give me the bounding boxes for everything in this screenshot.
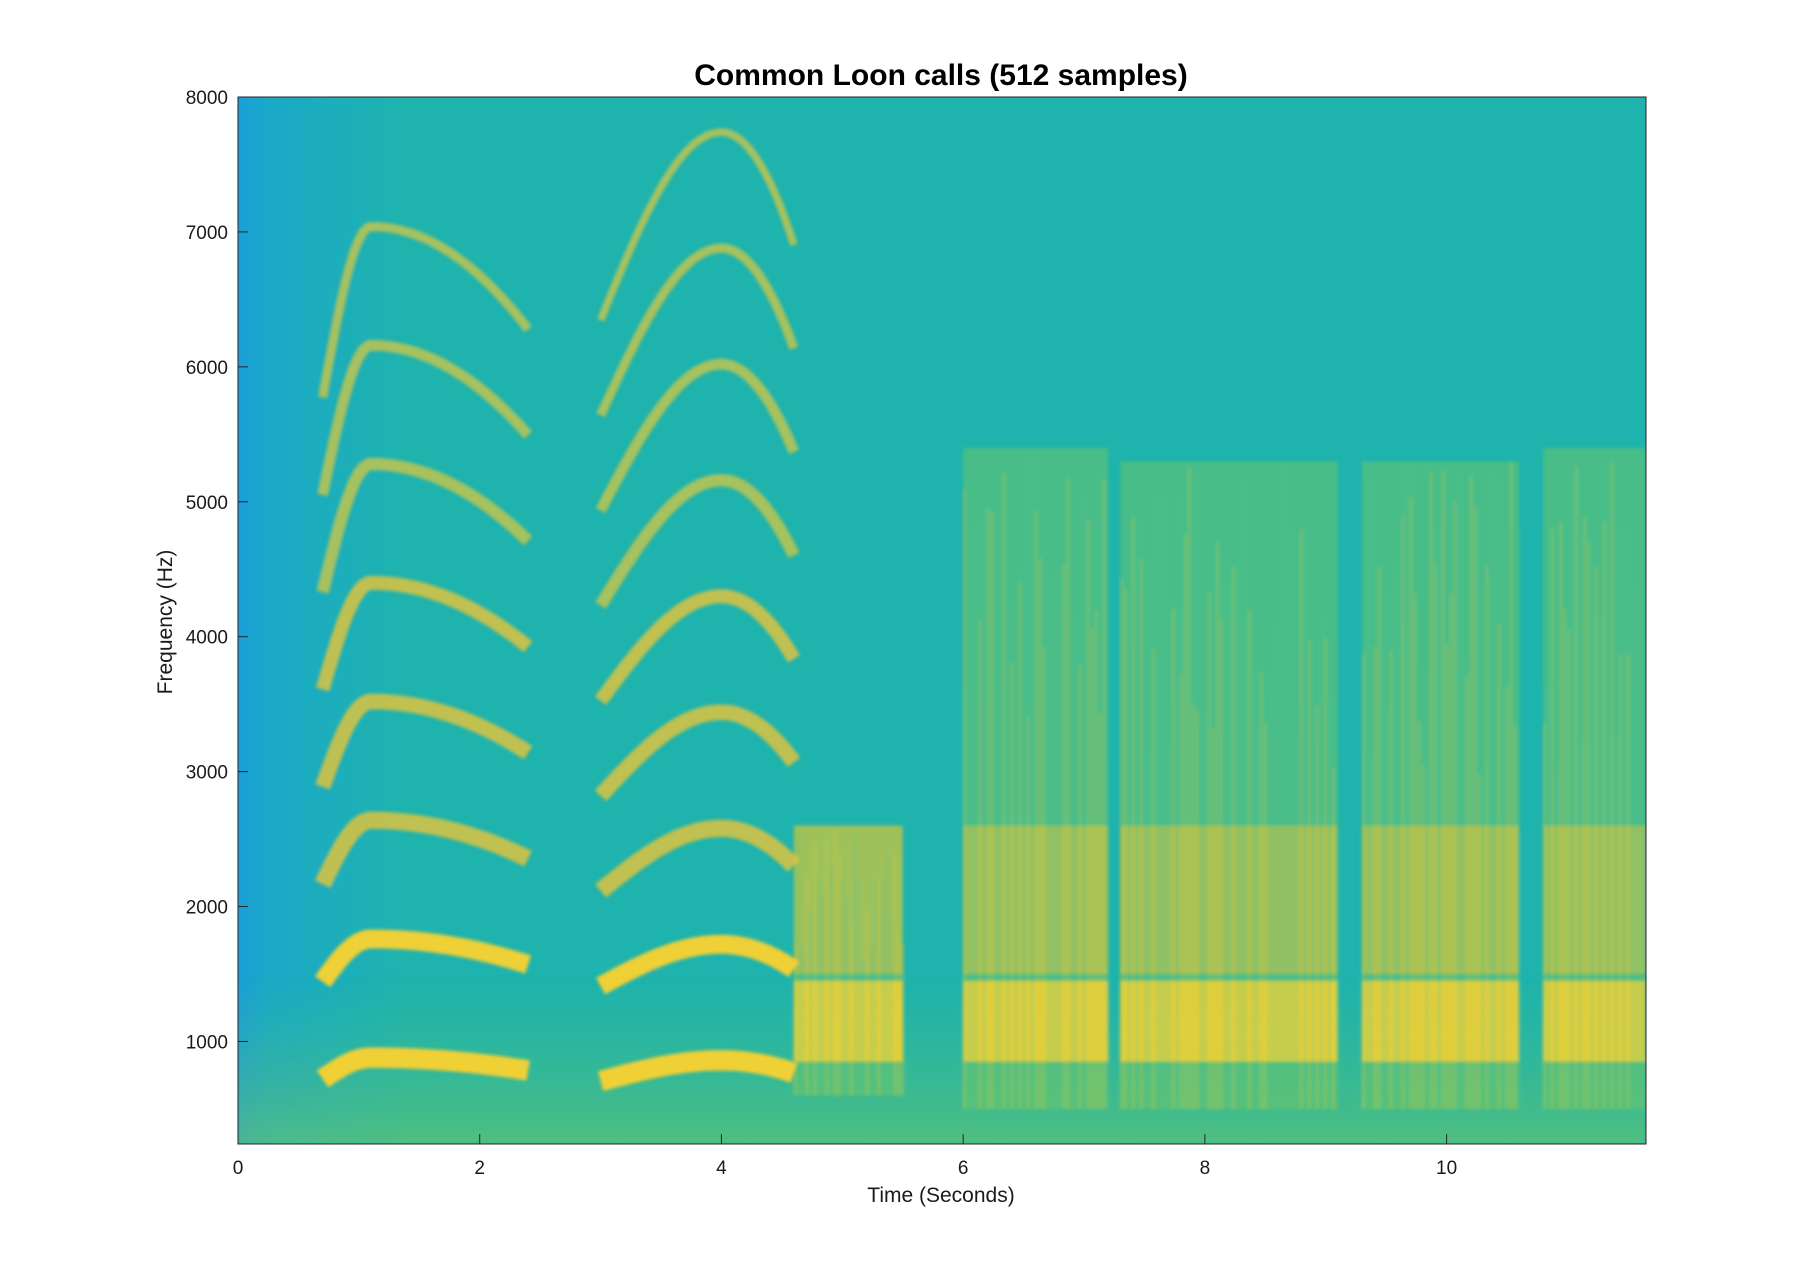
broadband-calls (238, 447, 1646, 1144)
plot-area (238, 97, 1646, 1144)
harmonic-band (315, 693, 533, 790)
harmonic-band (595, 473, 800, 609)
broadband-call (963, 447, 1110, 1109)
x-tick-label: 8 (1200, 1158, 1211, 1179)
harmonic-band (594, 589, 800, 705)
broadband-call (793, 825, 904, 1096)
plot-frame (237, 96, 1647, 1145)
y-tick-label: 8000 (186, 88, 228, 109)
harmonic-band (314, 929, 532, 988)
y-tick-label: 4000 (186, 628, 228, 649)
x-axis-label: Time (Seconds) (867, 1184, 1014, 1207)
y-axis: 1000 2000 3000 4000 5000 6000 7000 8000 (186, 88, 248, 1053)
x-tick-label: 10 (1436, 1158, 1457, 1179)
harmonic-band (597, 128, 798, 322)
x-tick-label: 6 (958, 1158, 969, 1179)
y-tick-label: 1000 (186, 1032, 228, 1053)
broadband-call (1120, 461, 1339, 1109)
harmonic-call (594, 128, 801, 1092)
chart-title: Common Loon calls (512 samples) (694, 59, 1187, 92)
harmonic-band (315, 575, 533, 692)
harmonic-band (597, 1050, 798, 1092)
x-tick-label: 4 (716, 1158, 727, 1179)
harmonic-band (317, 339, 533, 496)
broadband-call (1543, 447, 1646, 1109)
harmonic-call (314, 221, 533, 1088)
y-tick-label: 6000 (186, 358, 228, 379)
x-tick-label: 0 (233, 1158, 244, 1179)
harmonic-band (594, 704, 801, 802)
harmonic-band (596, 934, 800, 995)
y-tick-label: 5000 (186, 493, 228, 514)
harmonic-band (318, 221, 532, 399)
broadband-call (1361, 461, 1520, 1109)
y-tick-label: 3000 (186, 763, 228, 784)
harmonic-band (314, 811, 532, 889)
y-tick-label: 2000 (186, 898, 228, 919)
y-axis-label: Frequency (Hz) (154, 550, 177, 695)
harmonic-band (596, 243, 799, 418)
x-tick-label: 2 (474, 1158, 485, 1179)
y-tick-label: 7000 (186, 223, 228, 244)
harmonic-band (595, 358, 799, 513)
x-axis: 0 2 4 6 8 10 (233, 1134, 1457, 1179)
harmonic-band (316, 1047, 530, 1088)
harmonic-calls (314, 128, 801, 1092)
harmonic-band (316, 457, 533, 594)
harmonic-band (595, 819, 801, 898)
